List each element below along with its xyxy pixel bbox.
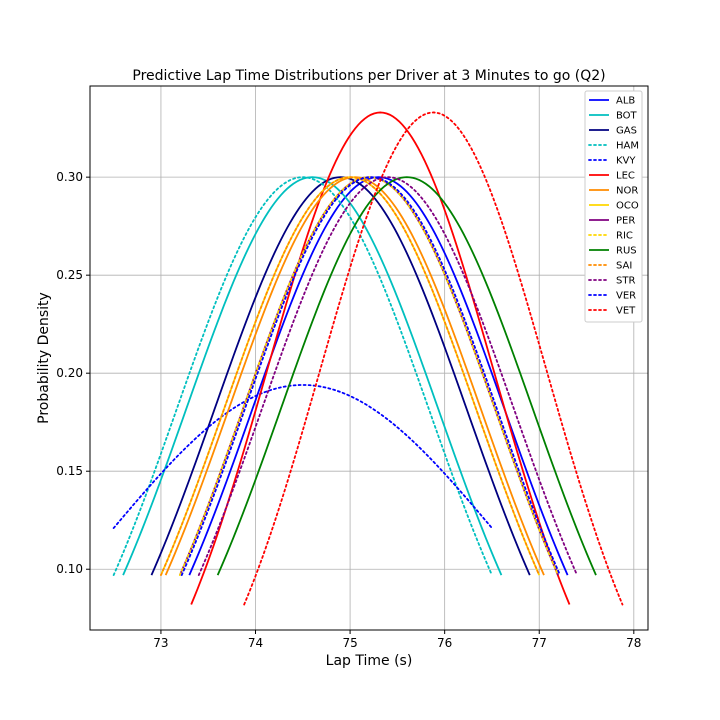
series-line-gas — [150, 176, 531, 576]
x-tick-label: 73 — [153, 636, 168, 650]
series-line-bot — [122, 176, 503, 576]
series-line-str — [197, 176, 578, 577]
series-line-lec — [190, 111, 571, 605]
y-tick-label: 0.20 — [56, 366, 83, 380]
series-layer — [112, 111, 624, 606]
x-tick-label: 74 — [248, 636, 263, 650]
series-line-rus — [216, 176, 597, 576]
legend-label-per: PER — [616, 216, 635, 227]
series-line-ric — [178, 176, 560, 577]
legend-label-lec: LEC — [616, 171, 635, 182]
legend-label-oco: OCO — [616, 201, 639, 212]
x-axis-ticks: 73 74 75 76 77 78 — [153, 630, 641, 650]
y-tick-label: 0.25 — [56, 268, 83, 282]
legend-label-kvy: KVY — [616, 156, 636, 167]
y-axis-ticks: 0.10 0.15 0.20 0.25 0.30 — [56, 170, 90, 576]
legend-label-bot: BOT — [616, 111, 638, 122]
legend-label-ver: VER — [616, 291, 636, 302]
legend-label-vet: VET — [616, 306, 636, 317]
legend-label-gas: GAS — [616, 126, 637, 137]
legend-label-nor: NOR — [616, 186, 638, 197]
y-axis-label: Probability Density — [36, 292, 52, 424]
legend-label-str: STR — [616, 276, 635, 287]
legend-label-ham: HAM — [616, 141, 639, 152]
series-line-sai — [160, 176, 541, 577]
series-line-kvy — [112, 384, 493, 529]
y-tick-label: 0.10 — [56, 562, 83, 576]
legend-label-rus: RUS — [616, 246, 637, 257]
series-line-vet — [243, 111, 624, 606]
x-axis-label: Lap Time (s) — [326, 653, 413, 669]
x-tick-label: 75 — [342, 636, 357, 650]
x-tick-label: 77 — [532, 636, 547, 650]
chart-title: Predictive Lap Time Distributions per Dr… — [132, 68, 605, 84]
legend-label-sai: SAI — [616, 261, 632, 272]
series-line-ham — [112, 176, 493, 577]
series-line-ver — [180, 176, 561, 577]
x-tick-label: 78 — [626, 636, 641, 650]
y-tick-label: 0.15 — [56, 464, 83, 478]
legend: ALB BOT GAS HAM KVY LEC NOR OCO PER RIC RUS SAI STR V… — [584, 90, 643, 323]
legend-label-alb: ALB — [616, 96, 635, 107]
y-tick-label: 0.30 — [56, 170, 83, 184]
x-tick-label: 76 — [437, 636, 452, 650]
plot-frame — [89, 85, 649, 631]
legend-label-ric: RIC — [616, 231, 633, 242]
